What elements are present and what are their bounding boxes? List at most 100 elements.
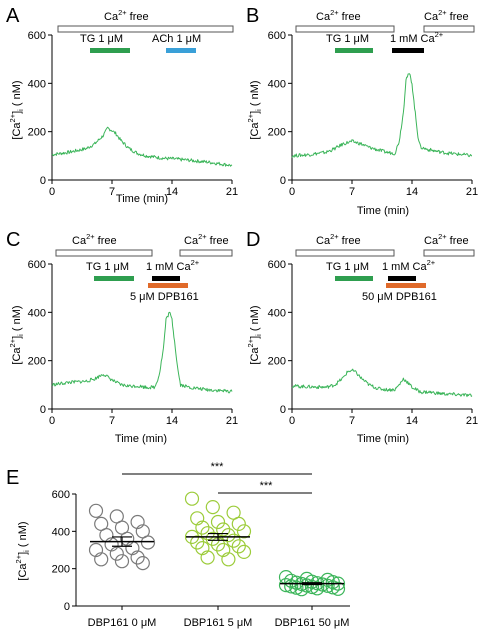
- y-tick-label: 600: [268, 30, 286, 42]
- data-point: [120, 531, 135, 546]
- data-point: [88, 503, 104, 518]
- xlabel-c: Time (min): [115, 433, 167, 445]
- x-tick-label: 0: [289, 186, 295, 198]
- data-point: [221, 552, 236, 567]
- tg-bar: [335, 276, 373, 281]
- x-tick-label: 7: [109, 186, 115, 198]
- data-point: [104, 537, 119, 552]
- plot-b-axes: 0 200 400 600 0 7 14 21: [268, 30, 478, 198]
- data-point: [200, 550, 215, 565]
- x-tick-label: 14: [406, 415, 418, 427]
- data-point: [195, 520, 210, 535]
- data-point: [330, 581, 346, 596]
- data-point: [278, 577, 294, 593]
- ylabel-c: [Ca2+]i ( nM): [8, 305, 25, 364]
- panel-letter-a: A: [6, 5, 20, 27]
- data-point: [94, 552, 109, 567]
- xlabel-d: Time (min): [357, 433, 409, 445]
- data-point: [190, 535, 205, 550]
- data-point: [190, 511, 205, 526]
- y-tick-label: 400: [268, 78, 286, 90]
- ylabel-e: [Ca2+]i ( nM): [14, 521, 31, 580]
- sig-label-1: ***: [211, 461, 225, 473]
- dpb-bar: [386, 283, 426, 288]
- data-point: [320, 578, 335, 593]
- tg-bar: [90, 48, 130, 53]
- data-point: [236, 524, 252, 539]
- ca-1mm-bar: [388, 276, 416, 281]
- y-tick-label: 200: [28, 356, 46, 368]
- y-tick-label: 600: [52, 489, 70, 501]
- ca-trace: [291, 73, 472, 158]
- ca-trace: [51, 311, 233, 394]
- y-tick-label: 200: [268, 127, 286, 139]
- x-tick-label: 21: [466, 186, 478, 198]
- data-point: [310, 581, 325, 596]
- category-label: DBP161 0 μM: [88, 617, 157, 629]
- ca-free-label-2: Ca2+ free: [184, 232, 229, 247]
- tg-label: TG 1 μM: [86, 261, 129, 273]
- y-tick-label: 600: [28, 30, 46, 42]
- data-point: [140, 535, 156, 550]
- data-point: [284, 579, 299, 594]
- data-point: [236, 544, 252, 560]
- data-point: [130, 550, 145, 565]
- y-tick-label: 400: [52, 526, 70, 538]
- dpb-label: 5 μM DPB161: [130, 291, 199, 303]
- xlabel-a: Time (min): [116, 193, 168, 205]
- x-tick-label: 14: [406, 186, 418, 198]
- ca-free-label: Ca2+ free: [72, 232, 117, 247]
- panel-letter-d: D: [246, 229, 260, 251]
- y-tick-label: 200: [52, 564, 70, 576]
- dpb-label: 50 μM DPB161: [362, 291, 437, 303]
- y-tick-label: 600: [28, 259, 46, 271]
- panel-c: C Ca2+ free Ca2+ free TG 1 μM 1 mM Ca2+ …: [6, 229, 238, 445]
- data-point: [130, 514, 145, 530]
- tg-bar: [94, 276, 134, 281]
- ca-1mm-label: 1 mM Ca2+: [382, 258, 436, 273]
- ca-free-bar: [55, 249, 153, 257]
- y-tick-label: 0: [64, 601, 70, 613]
- data-point: [299, 578, 314, 593]
- y-tick-label: 0: [280, 175, 286, 187]
- y-tick-label: 400: [28, 78, 46, 90]
- panel-letter-e: E: [6, 467, 19, 489]
- ca-trace: [51, 126, 233, 167]
- plot-c-axes: 0 200 400 600 0 7 14 21: [28, 259, 238, 427]
- y-tick-label: 200: [268, 356, 286, 368]
- x-tick-label: 7: [109, 415, 115, 427]
- data-point: [231, 516, 246, 532]
- ca-1mm-bar: [392, 48, 424, 53]
- y-tick-label: 200: [28, 127, 46, 139]
- ca-free-bar: [295, 25, 395, 33]
- data-point: [205, 500, 220, 515]
- ca-free-bar-2: [423, 249, 475, 257]
- data-point: [216, 522, 231, 537]
- ca-1mm-label: 1 mM Ca2+: [146, 258, 200, 273]
- data-point: [114, 554, 130, 569]
- ca-1mm-bar: [152, 276, 180, 281]
- y-tick-label: 0: [40, 404, 46, 416]
- data-point: [304, 579, 320, 595]
- panel-letter-b: B: [246, 5, 259, 27]
- plot-a-axes: 0 200 400 600 0 7 14 21: [28, 30, 238, 198]
- ca-free-bar-2: [423, 25, 475, 33]
- data-point: [221, 527, 236, 543]
- y-tick-label: 600: [268, 259, 286, 271]
- y-tick-label: 400: [28, 307, 46, 319]
- xlabel-b: Time (min): [357, 205, 409, 217]
- x-tick-label: 0: [289, 415, 295, 427]
- data-point: [216, 542, 231, 558]
- dpb-bar: [148, 283, 188, 288]
- ca-free-label-2: Ca2+ free: [424, 232, 469, 247]
- ca-free-bar-2: [179, 249, 233, 257]
- data-point: [226, 533, 241, 548]
- data-point: [325, 580, 340, 595]
- data-point: [231, 539, 246, 554]
- x-tick-label: 7: [349, 415, 355, 427]
- y-tick-label: 0: [40, 175, 46, 187]
- ylabel-d: [Ca2+]i ( nM): [246, 305, 263, 364]
- x-tick-label: 0: [49, 415, 55, 427]
- y-tick-label: 0: [280, 404, 286, 416]
